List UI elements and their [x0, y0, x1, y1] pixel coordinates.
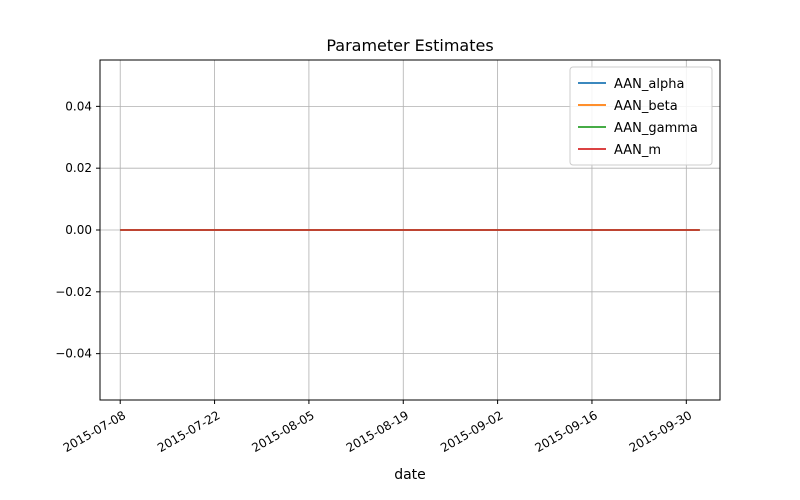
y-tick-label: −0.02	[55, 285, 92, 299]
x-axis-label: date	[394, 467, 426, 483]
y-tick-label: 0.02	[65, 161, 92, 175]
legend: AAN_alpha AAN_beta AAN_gamma AAN_m	[569, 66, 713, 166]
y-tick-label: 0.00	[65, 223, 92, 237]
legend-label: AAN_alpha	[614, 77, 684, 92]
legend-label: AAN_m	[614, 143, 661, 158]
y-tick-label: −0.04	[55, 347, 92, 361]
y-axis: −0.04 −0.02 0.00 0.02 0.04	[55, 99, 100, 361]
legend-box	[569, 66, 713, 166]
chart-title: Parameter Estimates	[326, 36, 493, 55]
legend-label: AAN_beta	[614, 99, 678, 114]
legend-label: AAN_gamma	[614, 121, 698, 136]
y-tick-label: 0.04	[65, 99, 92, 113]
